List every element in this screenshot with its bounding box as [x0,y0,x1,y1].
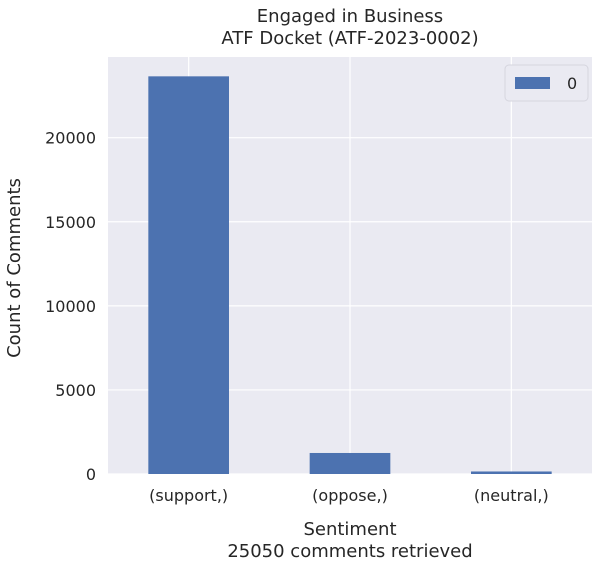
chart-title: Engaged in Business [257,6,443,27]
y-tick-label: 20000 [45,129,96,148]
bar [309,452,391,474]
chart-subtitle: ATF Docket (ATF-2023-0002) [221,28,478,49]
y-tick-label: 0 [86,465,96,484]
x-axis-note: 25050 comments retrieved [227,541,472,562]
y-axis-label: Count of Comments [4,178,25,358]
legend-label: 0 [567,74,577,93]
x-tick-label: (support,) [149,486,228,505]
bar [148,76,229,474]
bars [148,76,552,474]
y-axis-ticks: 0 5000 10000 15000 20000 [45,129,96,484]
legend: 0 [504,64,589,102]
x-tick-label: (oppose,) [312,486,388,505]
legend-swatch [515,77,550,89]
x-axis-label: Sentiment [303,519,396,540]
y-tick-label: 15000 [45,213,96,232]
x-tick-label: (neutral,) [474,486,549,505]
y-tick-label: 10000 [45,297,96,316]
x-axis-ticks: (support,) (oppose,) (neutral,) [149,486,549,505]
bar [471,471,552,474]
y-tick-label: 5000 [55,381,96,400]
